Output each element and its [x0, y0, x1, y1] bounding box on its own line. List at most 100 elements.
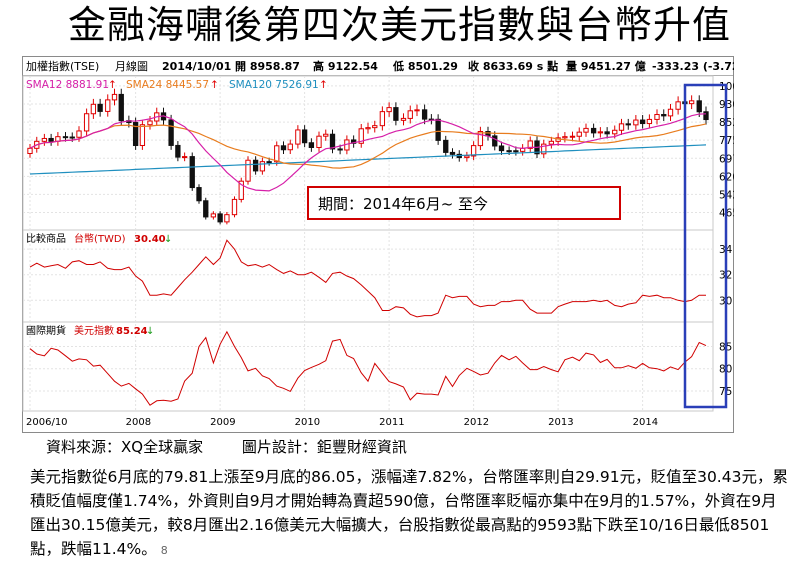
- x-tick-labels: 2006/10 2008 2009 2010 2011 2012 2013 2014: [26, 417, 658, 428]
- candle-body: [83, 113, 90, 132]
- candle-body: [217, 213, 223, 223]
- candle-body: [111, 93, 118, 101]
- panel3-value: 85.24: [116, 326, 148, 337]
- candle-body: [280, 145, 287, 151]
- candle-body: [597, 131, 604, 134]
- header-close: 收 8633.69 s 點: [468, 59, 558, 73]
- candle-body: [646, 118, 653, 125]
- x-tick-label: 2012: [464, 417, 489, 428]
- header-date: 2014/10/01: [162, 60, 231, 73]
- x-tick-label: 2013: [548, 417, 573, 428]
- candle-body: [210, 213, 217, 218]
- panel2-item: 台幣(TWD): [74, 232, 126, 245]
- candle-body: [62, 136, 69, 139]
- chart-svg: 加權指數(TSE) 月線圖 2014/10/01 開 8958.87 高 912…: [22, 56, 756, 433]
- page-number: 8: [160, 544, 168, 557]
- panel3-down-arrow: ↓: [146, 326, 154, 337]
- candle-body: [527, 140, 533, 149]
- candle-body: [329, 133, 336, 150]
- candle-body: [639, 119, 646, 125]
- candlestick-series: [27, 88, 709, 225]
- candle-body: [590, 127, 597, 134]
- candle-body: [407, 110, 413, 119]
- sma24-up-arrow: ↑: [210, 79, 219, 91]
- candle-body: [421, 109, 428, 120]
- candle-body: [667, 108, 674, 117]
- candle-body: [69, 136, 75, 139]
- sma120-line: [29, 144, 707, 175]
- sma12-line: [29, 113, 707, 192]
- sma24-line: [29, 123, 707, 169]
- sma120-up-arrow: ↑: [319, 79, 328, 91]
- candle-body: [323, 133, 329, 137]
- source-line: 資料來源：XQ全球贏家 圖片設計：鉅豐財經資訊: [46, 436, 441, 457]
- candle-body: [147, 120, 153, 126]
- candle-body: [625, 123, 631, 126]
- chart-frame: [22, 56, 734, 433]
- page-title: 金融海嘯後第四次美元指數與台幣升值: [67, 3, 731, 47]
- candle-body: [492, 135, 498, 147]
- description-paragraph: 美元指數從6月底的79.81上漲至9月底的86.05，漲幅達7.82%，台幣匯率…: [30, 465, 792, 563]
- candle-body: [541, 143, 547, 155]
- candle-body: [400, 117, 407, 121]
- candle-body: [513, 150, 519, 153]
- candle-body: [231, 198, 238, 216]
- candle-body: [287, 143, 293, 151]
- x-tick-label: 2011: [379, 417, 404, 428]
- candle-body: [196, 187, 202, 202]
- candle-body: [414, 109, 420, 112]
- candle-body: [97, 103, 103, 112]
- candle-body: [443, 139, 449, 153]
- candle-body: [435, 118, 441, 141]
- panel2-label: 比較商品: [26, 232, 66, 245]
- candle-body: [618, 123, 625, 131]
- candle-body: [48, 137, 54, 142]
- candle-body: [252, 159, 259, 172]
- annotation-text: 期間：2014年6月~ 至今: [318, 195, 488, 213]
- candle-body: [105, 99, 111, 112]
- data-source: 資料來源：XQ全球贏家: [46, 438, 204, 456]
- candle-body: [259, 161, 266, 172]
- sma12-label: SMA12 8881.91: [26, 79, 109, 91]
- candle-body: [90, 103, 97, 115]
- x-tick-label: 2010: [295, 417, 320, 428]
- candle-body: [132, 122, 139, 147]
- candle-body: [393, 107, 399, 121]
- header-volume: 量 9451.27 億: [566, 59, 646, 73]
- candle-body: [308, 142, 315, 148]
- twd-line: [29, 239, 706, 318]
- candle-body: [295, 129, 301, 145]
- candle-body: [569, 135, 576, 138]
- candle-body: [358, 128, 364, 144]
- candle-body: [612, 129, 618, 135]
- candle-body: [576, 131, 582, 137]
- candle-body: [379, 111, 386, 127]
- candle-body: [498, 145, 505, 152]
- candle-body: [661, 114, 667, 117]
- candle-body: [583, 127, 589, 133]
- candle-body: [76, 130, 82, 138]
- candle-body: [562, 136, 568, 139]
- candle-body: [477, 131, 484, 147]
- sma120-label: SMA120 7526.91: [229, 79, 319, 91]
- usd-index-line: [29, 330, 707, 406]
- x-tick-label: 2014: [633, 417, 658, 428]
- candle-body: [386, 107, 392, 113]
- candle-body: [189, 156, 195, 189]
- candle-body: [238, 180, 244, 200]
- candle-body: [604, 131, 610, 135]
- panel2-value: 30.40: [134, 234, 166, 245]
- candle-body: [654, 114, 660, 120]
- candle-body: [168, 119, 174, 146]
- sma24-label: SMA24 8445.57: [126, 79, 209, 91]
- candle-body: [224, 214, 230, 223]
- candle-body: [266, 161, 272, 164]
- line-series: [29, 113, 707, 406]
- panel3-item: 美元指數: [74, 324, 114, 337]
- candle-body: [139, 124, 146, 147]
- header-period: 月線圖: [115, 59, 148, 73]
- candle-body: [203, 200, 209, 218]
- candle-body: [337, 148, 343, 151]
- x-tick-label: 2006/10: [26, 417, 68, 428]
- candle-body: [365, 127, 371, 130]
